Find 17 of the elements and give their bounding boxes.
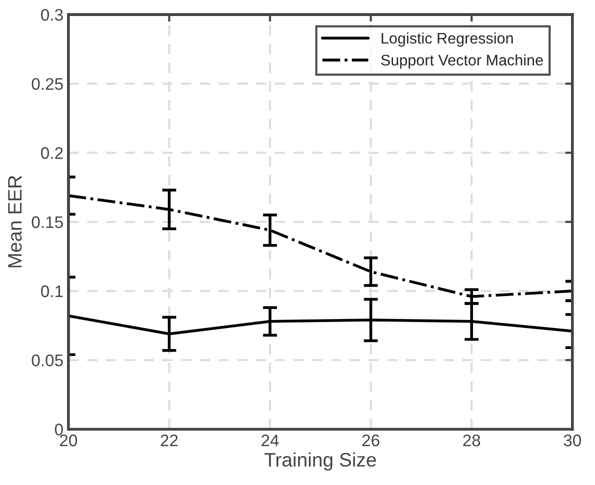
x-axis-title: Training Size (264, 452, 376, 471)
legend-label: Support Vector Machine (381, 54, 543, 69)
y-tick-label: 0.3 (41, 8, 63, 21)
legend-label: Logistic Regression (382, 32, 513, 47)
x-tick-label: 26 (362, 434, 380, 446)
y-axis-title: Mean EER (8, 176, 22, 268)
y-tick-label: 0.2 (41, 147, 63, 159)
y-tick-label: 0.25 (32, 78, 63, 90)
x-tick-label: 22 (160, 434, 178, 446)
x-tick-label: 20 (60, 434, 78, 446)
y-tick-label: 0.05 (32, 354, 63, 366)
x-tick-label: 28 (463, 434, 480, 446)
x-tick-label: 24 (262, 434, 279, 446)
y-tick-label: 0.1 (41, 285, 63, 298)
x-tick-label: 30 (564, 434, 582, 446)
y-tick-label: 0.15 (32, 216, 63, 228)
y-tick-label: 0 (54, 424, 63, 436)
